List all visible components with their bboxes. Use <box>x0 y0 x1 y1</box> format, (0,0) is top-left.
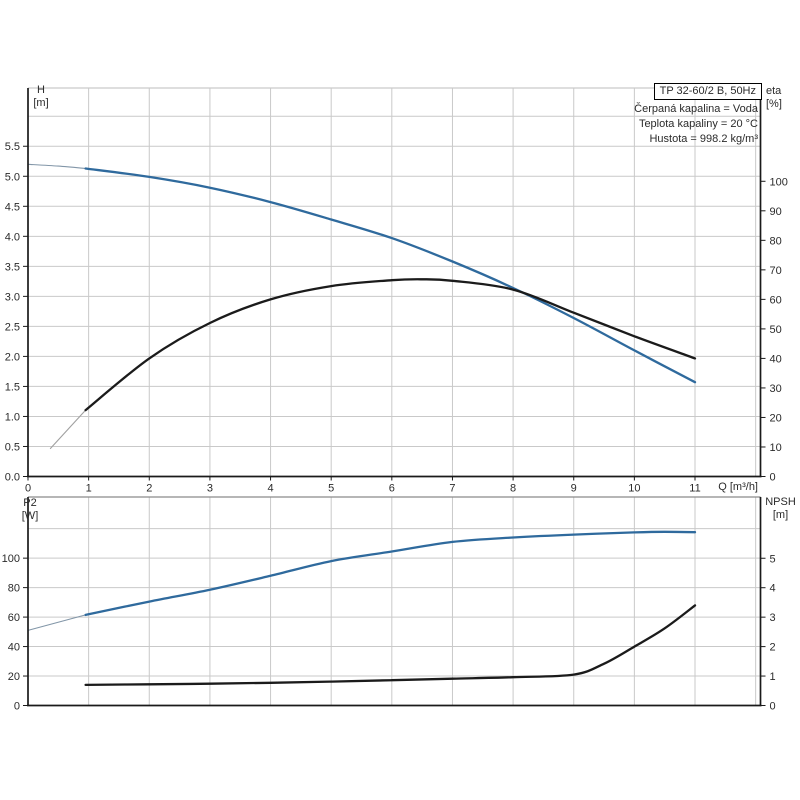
left-axis-tick-label: 5.0 <box>5 171 20 183</box>
h-axis-label: H [m] <box>24 84 58 110</box>
right-axis-tick-label: 80 <box>770 235 782 247</box>
p2-axis-label-symbol: P2 <box>23 497 37 509</box>
x-axis-tick-label: 7 <box>449 483 455 495</box>
npsh-axis-label-symbol: NPSH <box>765 496 796 508</box>
eta-curve <box>84 278 697 412</box>
left-axis-tick-label: 4.0 <box>5 231 20 243</box>
left-axis-tick-label: 0.5 <box>5 441 20 453</box>
x-axis-tick-label: 0 <box>25 483 31 495</box>
left-axis-tick-label: 1.5 <box>5 381 20 393</box>
left-axis-tick-label: 80 <box>8 583 20 595</box>
x-axis-tick-label: 5 <box>328 483 334 495</box>
right-axis-tick-label: 40 <box>770 353 782 365</box>
left-axis-tick-label: 1.0 <box>5 411 20 423</box>
x-axis-tick-label: 6 <box>389 483 395 495</box>
right-axis-tick-label: 1 <box>770 671 776 683</box>
condition-density: Hustota = 998.2 kg/m³ <box>649 133 758 145</box>
x-axis-tick-label: 11 <box>689 483 700 495</box>
x-axis-tick-label: 9 <box>571 483 577 495</box>
right-axis-tick-label: 2 <box>770 642 776 654</box>
pump-model-title: TP 32-60/2 B, 50Hz <box>653 83 762 100</box>
right-axis-tick-label: 10 <box>770 442 782 454</box>
qh-curve-lead <box>27 163 87 170</box>
left-axis-tick-label: 100 <box>2 553 20 565</box>
right-axis-tick-label: 0 <box>770 701 776 713</box>
eta-axis-label: eta [%] <box>766 85 798 111</box>
left-axis-tick-label: 20 <box>8 671 20 683</box>
eta-axis-label-symbol: eta <box>766 85 782 97</box>
right-axis-tick-label: 3 <box>770 612 776 624</box>
x-axis-tick-label: 8 <box>510 483 516 495</box>
left-axis-tick-label: 60 <box>8 612 20 624</box>
right-axis-tick-label: 90 <box>770 206 782 218</box>
x-axis-tick-label: 4 <box>267 483 273 495</box>
p2-curve-lead <box>27 614 87 631</box>
left-axis-tick-label: 2.5 <box>5 321 20 333</box>
p2-axis-label: P2 [W] <box>13 497 47 523</box>
right-axis-tick-label: 5 <box>770 553 776 565</box>
x-axis-tick-label: 10 <box>628 483 640 495</box>
right-axis-tick-label: 30 <box>770 383 782 395</box>
right-axis-tick-label: 100 <box>770 176 788 188</box>
right-axis-tick-label: 70 <box>770 265 782 277</box>
left-axis-tick-label: 0 <box>14 701 20 713</box>
h-axis-label-symbol: H <box>37 84 45 96</box>
npsh-axis-label-unit: [m] <box>772 509 789 521</box>
right-axis-tick-label: 60 <box>770 294 782 306</box>
h-axis-label-unit: [m] <box>33 97 49 109</box>
q-axis-label: Q [m³/h] <box>718 481 758 493</box>
left-axis-tick-label: 40 <box>8 642 20 654</box>
right-axis-tick-label: 4 <box>770 583 776 595</box>
x-axis-tick-label: 2 <box>146 483 152 495</box>
condition-pumped-liquid: Čerpaná kapalina = Voda <box>634 103 758 115</box>
p2-curve <box>84 530 697 617</box>
x-axis-tick-label: 3 <box>207 483 213 495</box>
p2-axis-label-unit: [W] <box>21 510 39 522</box>
left-axis-tick-label: 3.5 <box>5 261 20 273</box>
npsh-axis-label: NPSH [m] <box>761 496 800 522</box>
right-axis-tick-label: 20 <box>770 412 782 424</box>
left-axis-tick-label: 5.5 <box>5 141 20 153</box>
x-axis-tick-label: 1 <box>86 483 92 495</box>
left-axis-tick-label: 4.5 <box>5 201 20 213</box>
left-axis-tick-label: 2.0 <box>5 351 20 363</box>
eta-curve-lead <box>49 409 87 450</box>
eta-axis-label-unit: [%] <box>766 98 782 110</box>
qh-curve <box>84 167 697 384</box>
condition-liquid-temperature: Teplota kapaliny = 20 °C <box>638 118 758 130</box>
right-axis-tick-label: 50 <box>770 324 782 336</box>
left-axis-tick-label: 3.0 <box>5 291 20 303</box>
left-axis-tick-label: 0.0 <box>5 472 20 484</box>
right-axis-tick-label: 0 <box>770 472 776 484</box>
npsh-curve <box>84 604 697 687</box>
liquid-conditions: Čerpaná kapalina = Voda Teplota kapaliny… <box>634 102 758 147</box>
